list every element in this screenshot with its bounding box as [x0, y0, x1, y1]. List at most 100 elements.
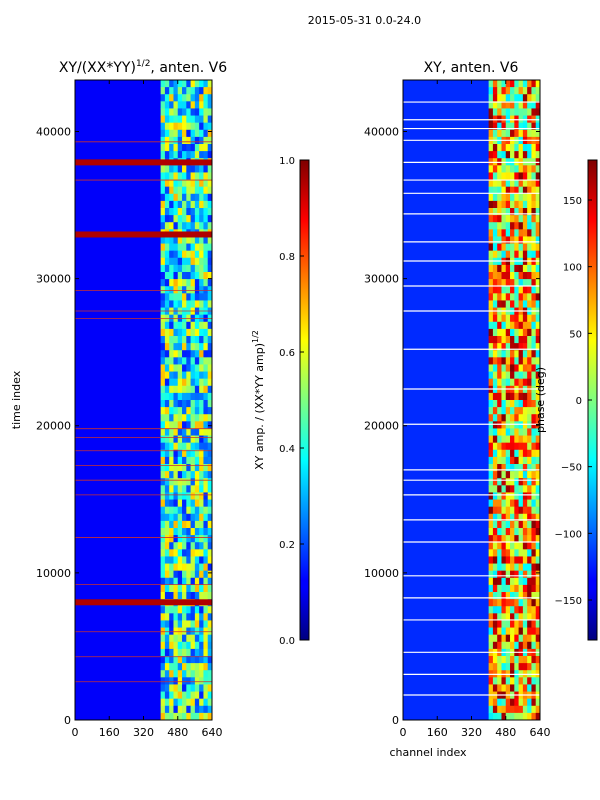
right-heatmap-cell	[522, 613, 528, 621]
left-colorbar-gradient	[299, 159, 310, 641]
right-heatmap-cell	[531, 144, 537, 152]
left-heatmap-cell	[160, 606, 166, 614]
right-heatmap-cell	[518, 620, 524, 628]
right-heatmap-cell	[492, 542, 498, 550]
right-heatmap-cell	[492, 428, 498, 436]
left-heatmap-cell	[169, 193, 174, 202]
left-heatmap-cell	[207, 108, 212, 116]
left-heatmap-cell	[164, 634, 170, 643]
right-heatmap-cell	[514, 229, 519, 237]
left-heatmap-cell	[169, 243, 174, 252]
left-heatmap-cell	[164, 264, 170, 273]
left-heatmap-cell	[177, 172, 183, 180]
left-heatmap-cell	[186, 478, 191, 486]
left-heatmap-cell	[182, 428, 187, 436]
right-heatmap-cell	[518, 520, 524, 529]
left-heatmap-cell	[173, 442, 179, 451]
right-heatmap-cell	[510, 428, 515, 436]
right-heatmap-cell	[527, 520, 532, 529]
right-heatmap-cell	[505, 151, 511, 159]
left-heatmap-cell	[160, 506, 166, 515]
left-heatmap-cell	[207, 528, 212, 536]
left-heatmap-cell	[203, 293, 209, 301]
right-heatmap-cell	[497, 620, 502, 628]
left-heatmap-cell	[169, 520, 174, 529]
right-heatmap-cell	[535, 677, 540, 685]
right-heatmap-cell	[501, 421, 507, 429]
left-heatmap-cell	[194, 663, 200, 671]
left-heatmap-cell	[160, 129, 166, 138]
left-heatmap-cell	[169, 641, 174, 650]
left-heatmap-cell	[194, 264, 200, 273]
right-heatmap-cell	[535, 663, 540, 671]
right-heatmap-cell	[522, 250, 528, 259]
left-heatmap-cell	[173, 236, 179, 244]
right-heatmap-cell	[501, 357, 507, 365]
left-heatmap-cell	[203, 172, 209, 180]
left-heatmap-cell	[177, 336, 183, 344]
right-heatmap-cell	[531, 556, 537, 564]
right-heatmap-cell	[492, 328, 498, 337]
right-heatmap-cell	[497, 520, 502, 529]
left-heatmap-cell	[203, 528, 209, 536]
left-heatmap-cell	[182, 456, 187, 465]
left-heatmap-cell	[182, 414, 187, 422]
right-heatmap-cell	[497, 698, 502, 707]
left-heatmap-cell	[160, 478, 166, 486]
left-ylabel: time index	[10, 370, 23, 429]
right-heatmap-cell	[535, 357, 540, 365]
left-heatmap-cell	[186, 250, 191, 259]
left-heatmap-cell	[207, 613, 212, 621]
left-heatmap-cell	[182, 87, 187, 95]
right-heatmap-cell	[518, 677, 524, 685]
right-heatmap-cell	[522, 122, 528, 131]
right-heatmap-cell	[531, 634, 537, 643]
right-heatmap-cell	[518, 193, 524, 202]
left-heatmap-cell	[177, 677, 183, 685]
right-heatmap-cell	[518, 122, 524, 131]
left-heatmap-cell	[203, 279, 209, 287]
right-heatmap-cell	[492, 87, 498, 95]
left-heatmap-cell	[203, 179, 209, 188]
left-heatmap-cell	[182, 264, 187, 273]
right-heatmap-cell	[488, 556, 494, 564]
left-heatmap-cell	[182, 250, 187, 259]
right-heatmap-cell	[535, 641, 540, 650]
right-heatmap-cell	[497, 314, 502, 323]
right-heatmap-cell	[505, 520, 511, 529]
left-heatmap-cell	[203, 272, 209, 280]
left-heatmap-cell	[190, 236, 196, 244]
right-heatmap-cell	[527, 336, 532, 344]
left-heatmap-cell	[199, 165, 204, 173]
right-heatmap-cell	[531, 350, 537, 358]
right-heatmap-cell	[497, 94, 502, 102]
right-heatmap-cell	[501, 87, 507, 95]
right-heatmap-cell	[510, 577, 515, 586]
left-heatmap-cell	[186, 520, 191, 529]
right-heatmap-cell	[497, 442, 502, 451]
left-heatmap-cell	[186, 577, 191, 586]
left-heatmap-cell	[203, 442, 209, 451]
right-heatmap-cell	[514, 264, 519, 273]
left-heatmap-cell	[177, 456, 183, 465]
right-heatmap-cell	[522, 471, 528, 479]
right-heatmap-cell	[488, 485, 494, 493]
right-heatmap-cell	[492, 620, 498, 628]
left-heatmap-cell	[207, 712, 212, 720]
left-heatmap-cell	[207, 442, 212, 451]
left-heatmap-cell	[186, 357, 191, 365]
left-heatmap-cell	[199, 698, 204, 707]
left-heatmap-cell	[177, 542, 183, 550]
left-heatmap-cell	[173, 698, 179, 707]
right-heatmap-cell	[527, 613, 532, 621]
left-heatmap-cell	[160, 279, 166, 287]
right-heatmap-cell	[535, 563, 540, 572]
left-heatmap-cell	[194, 563, 200, 572]
left-heatmap-cell	[164, 485, 170, 493]
right-heatmap-cell	[527, 193, 532, 202]
right-heatmap-cell	[522, 400, 528, 408]
right-heatmap-cell	[492, 193, 498, 202]
left-heatmap-cell	[186, 435, 191, 444]
right-heatmap-cell	[531, 606, 537, 614]
right-heatmap-cell	[531, 151, 537, 159]
